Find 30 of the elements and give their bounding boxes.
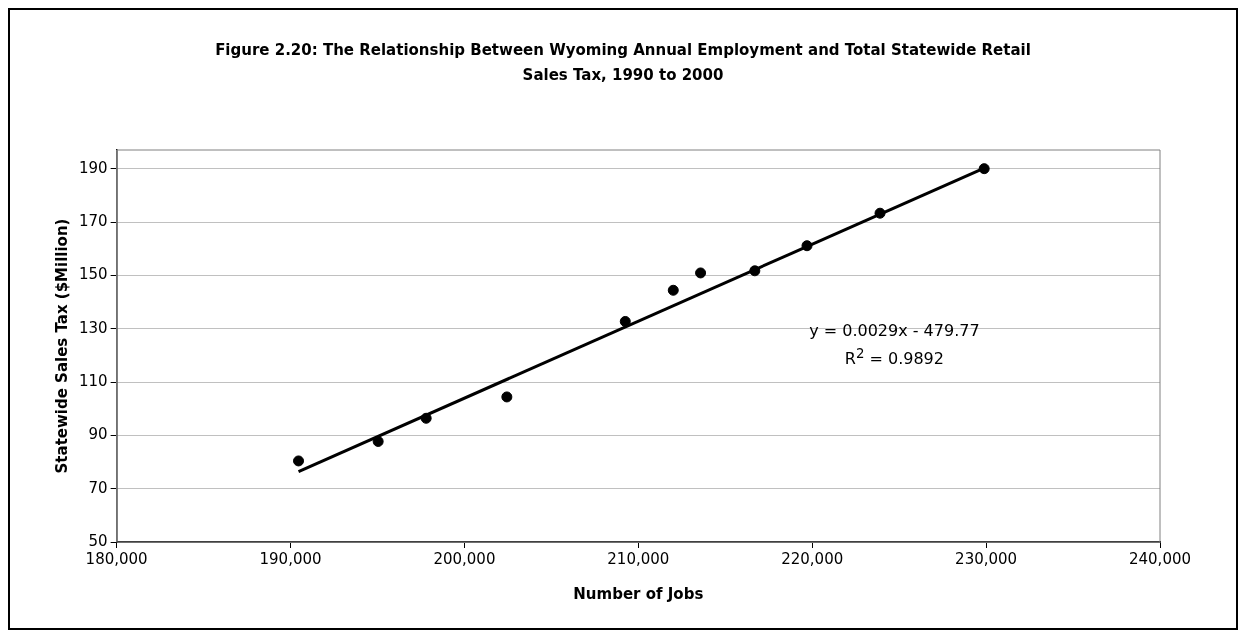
point	[619, 315, 631, 327]
x-axis-title: Number of Jobs	[573, 584, 704, 603]
x-tick-label: 210,000	[607, 549, 670, 568]
annotation: R$^{2}$ = 0.9892	[843, 344, 945, 370]
y-axis-title: Statewide Sales Tax ($Million)	[52, 218, 71, 474]
point	[420, 412, 432, 424]
point	[667, 284, 679, 296]
y-tick-label: 170	[78, 211, 108, 230]
x-tick-label: 180,000	[85, 549, 148, 568]
y-tick-label: 70	[88, 478, 108, 497]
y-tick-label: 150	[78, 265, 108, 284]
point	[978, 163, 990, 175]
annotation: y = 0.0029x - 479.77	[808, 319, 981, 342]
y-tick-label: 90	[88, 425, 108, 444]
x-tick-label: 220,000	[781, 549, 844, 568]
x-tick-label: 230,000	[955, 549, 1018, 568]
point	[501, 391, 513, 403]
point	[695, 267, 707, 279]
point	[293, 455, 305, 467]
x-tick-label: 190,000	[259, 549, 322, 568]
y-tick-label: 130	[78, 318, 108, 337]
y-tick-label: 110	[78, 371, 108, 390]
chart-title: Figure 2.20: The Relationship Between Wyoming Annual Employment and Total Statewide Retail Sales Tax, 1990 to 2000	[214, 40, 1032, 86]
point	[749, 265, 761, 277]
x-tick-label: 200,000	[433, 549, 496, 568]
y-tick-label: 190	[78, 158, 108, 177]
x-tick-label: 240,000	[1128, 549, 1192, 568]
point	[801, 240, 813, 252]
y-tick-label: 50	[88, 531, 108, 550]
point	[874, 207, 886, 219]
